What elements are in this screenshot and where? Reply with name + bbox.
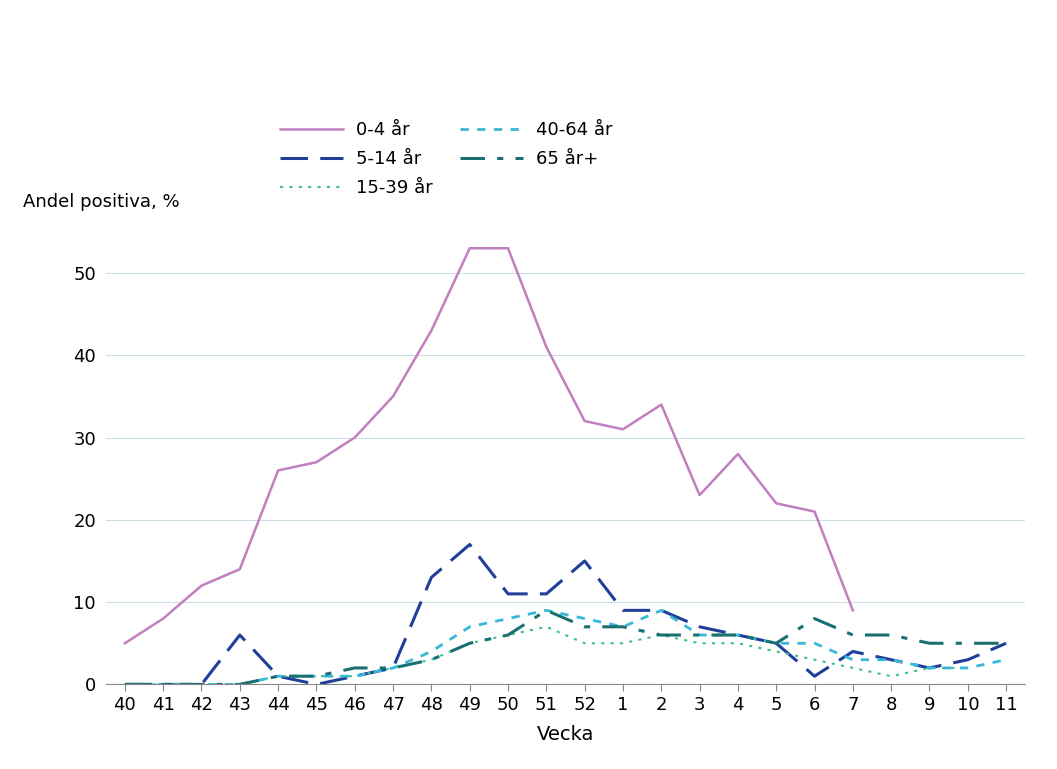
Legend: 0-4 år, 5-14 år, 15-39 år, 40-64 år, 65 år+: 0-4 år, 5-14 år, 15-39 år, 40-64 år, 65 … (280, 122, 612, 197)
Text: Andel positiva, %: Andel positiva, % (23, 192, 180, 211)
X-axis label: Vecka: Vecka (537, 725, 594, 744)
